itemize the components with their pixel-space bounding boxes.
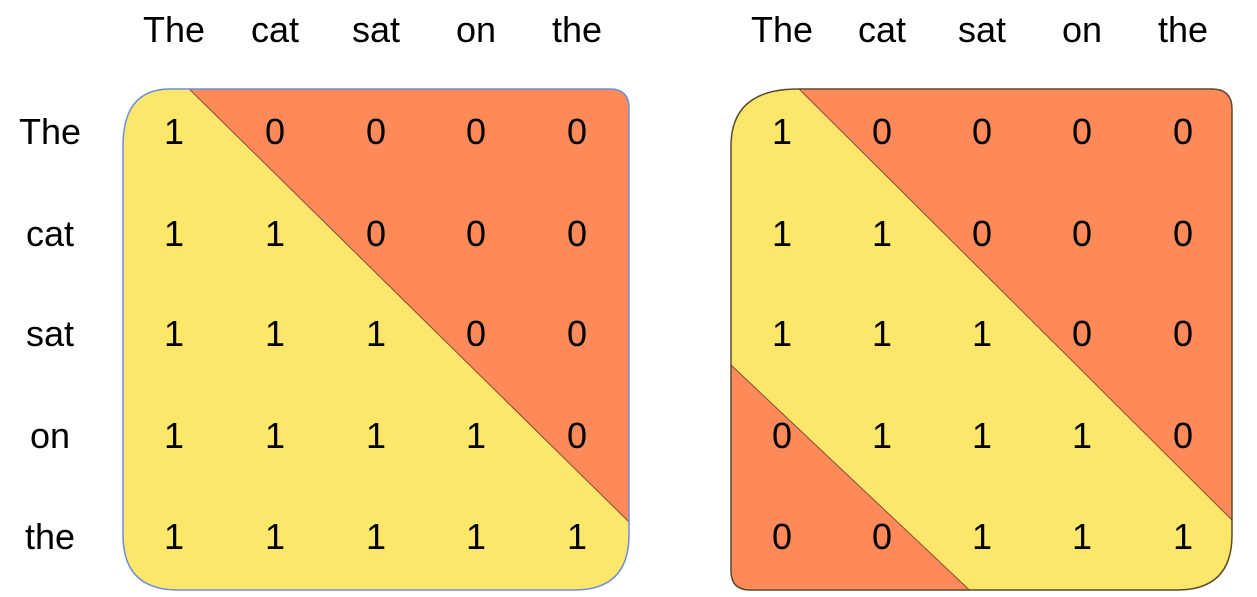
matrix-cell: 1 [972, 313, 992, 354]
matrix-cell: 1 [872, 313, 892, 354]
matrix-cell: 0 [265, 111, 285, 152]
matrix-cell: 0 [972, 213, 992, 254]
row-label: sat [26, 313, 74, 354]
matrix-cell: 1 [164, 313, 184, 354]
column-label: The [143, 9, 205, 50]
panel1-column-labels: The cat sat on the [143, 9, 602, 50]
matrix-cell: 1 [164, 415, 184, 456]
matrix-cell: 1 [366, 415, 386, 456]
matrix-cell: 0 [1072, 313, 1092, 354]
matrix-cell: 1 [772, 313, 792, 354]
matrix-cell: 1 [972, 415, 992, 456]
matrix-cell: 1 [164, 516, 184, 557]
masked-lower-triangle [731, 365, 980, 590]
matrix-cell: 0 [567, 415, 587, 456]
row-label: The [19, 111, 81, 152]
matrix-cell: 1 [265, 415, 285, 456]
matrix-cell: 1 [466, 516, 486, 557]
matrix-cell: 0 [772, 415, 792, 456]
matrix-cell: 1 [265, 516, 285, 557]
matrix-cell: 1 [1072, 415, 1092, 456]
column-label: sat [352, 9, 400, 50]
matrix-cell: 0 [567, 313, 587, 354]
matrix-cell: 0 [466, 111, 486, 152]
matrix-cell: 0 [872, 516, 892, 557]
row-labels: The cat sat on the [19, 111, 81, 557]
matrix-cell: 1 [466, 415, 486, 456]
matrix-cell: 1 [366, 313, 386, 354]
column-label: on [1062, 9, 1102, 50]
column-label: cat [251, 9, 299, 50]
column-label: the [1158, 9, 1208, 50]
matrix-cell: 1 [164, 213, 184, 254]
matrix-cell: 0 [772, 516, 792, 557]
matrix-cell: 0 [466, 313, 486, 354]
causal-mask-panel [122, 88, 630, 591]
matrix-cell: 0 [366, 213, 386, 254]
matrix-cell: 0 [567, 213, 587, 254]
panel2-matrix: 1 0 0 0 0 1 1 0 0 0 1 1 1 0 0 0 1 1 1 0 … [772, 111, 1193, 557]
panel-border [730, 88, 1233, 591]
matrix-cell: 1 [366, 516, 386, 557]
panel-border [122, 88, 630, 591]
sliding-window-mask-panel [730, 88, 1233, 591]
panel1-matrix: 1 0 0 0 0 1 1 0 0 0 1 1 1 0 0 1 1 1 1 0 … [164, 111, 587, 557]
column-label: sat [958, 9, 1006, 50]
matrix-cell: 0 [466, 213, 486, 254]
lower-diagonal-boundary [731, 364, 981, 590]
matrix-cell: 1 [1072, 516, 1092, 557]
masked-upper-triangle [790, 89, 1232, 550]
row-label: cat [26, 213, 74, 254]
matrix-cell: 1 [567, 516, 587, 557]
column-label: cat [858, 9, 906, 50]
matrix-cell: 1 [772, 213, 792, 254]
matrix-cell: 1 [1173, 516, 1193, 557]
column-label: the [552, 9, 602, 50]
matrix-cell: 0 [567, 111, 587, 152]
matrix-cell: 1 [164, 111, 184, 152]
matrix-cell: 0 [1173, 213, 1193, 254]
diagonal-boundary [179, 89, 629, 523]
matrix-cell: 0 [366, 111, 386, 152]
matrix-cell: 1 [265, 313, 285, 354]
matrix-cell: 1 [872, 415, 892, 456]
column-label: The [751, 9, 813, 50]
matrix-cell: 0 [1072, 213, 1092, 254]
matrix-cell: 0 [1072, 111, 1092, 152]
row-label: on [30, 415, 70, 456]
column-label: on [456, 9, 496, 50]
matrix-cell: 1 [772, 111, 792, 152]
matrix-cell: 0 [872, 111, 892, 152]
row-label: the [25, 516, 75, 557]
matrix-cell: 0 [972, 111, 992, 152]
matrix-cell: 0 [1173, 415, 1193, 456]
upper-diagonal-boundary [789, 89, 1232, 521]
matrix-cell: 0 [1173, 313, 1193, 354]
matrix-cell: 1 [872, 213, 892, 254]
panel2-column-labels: The cat sat on the [751, 9, 1208, 50]
matrix-cell: 1 [265, 213, 285, 254]
matrix-cell: 0 [1173, 111, 1193, 152]
matrix-cell: 1 [972, 516, 992, 557]
